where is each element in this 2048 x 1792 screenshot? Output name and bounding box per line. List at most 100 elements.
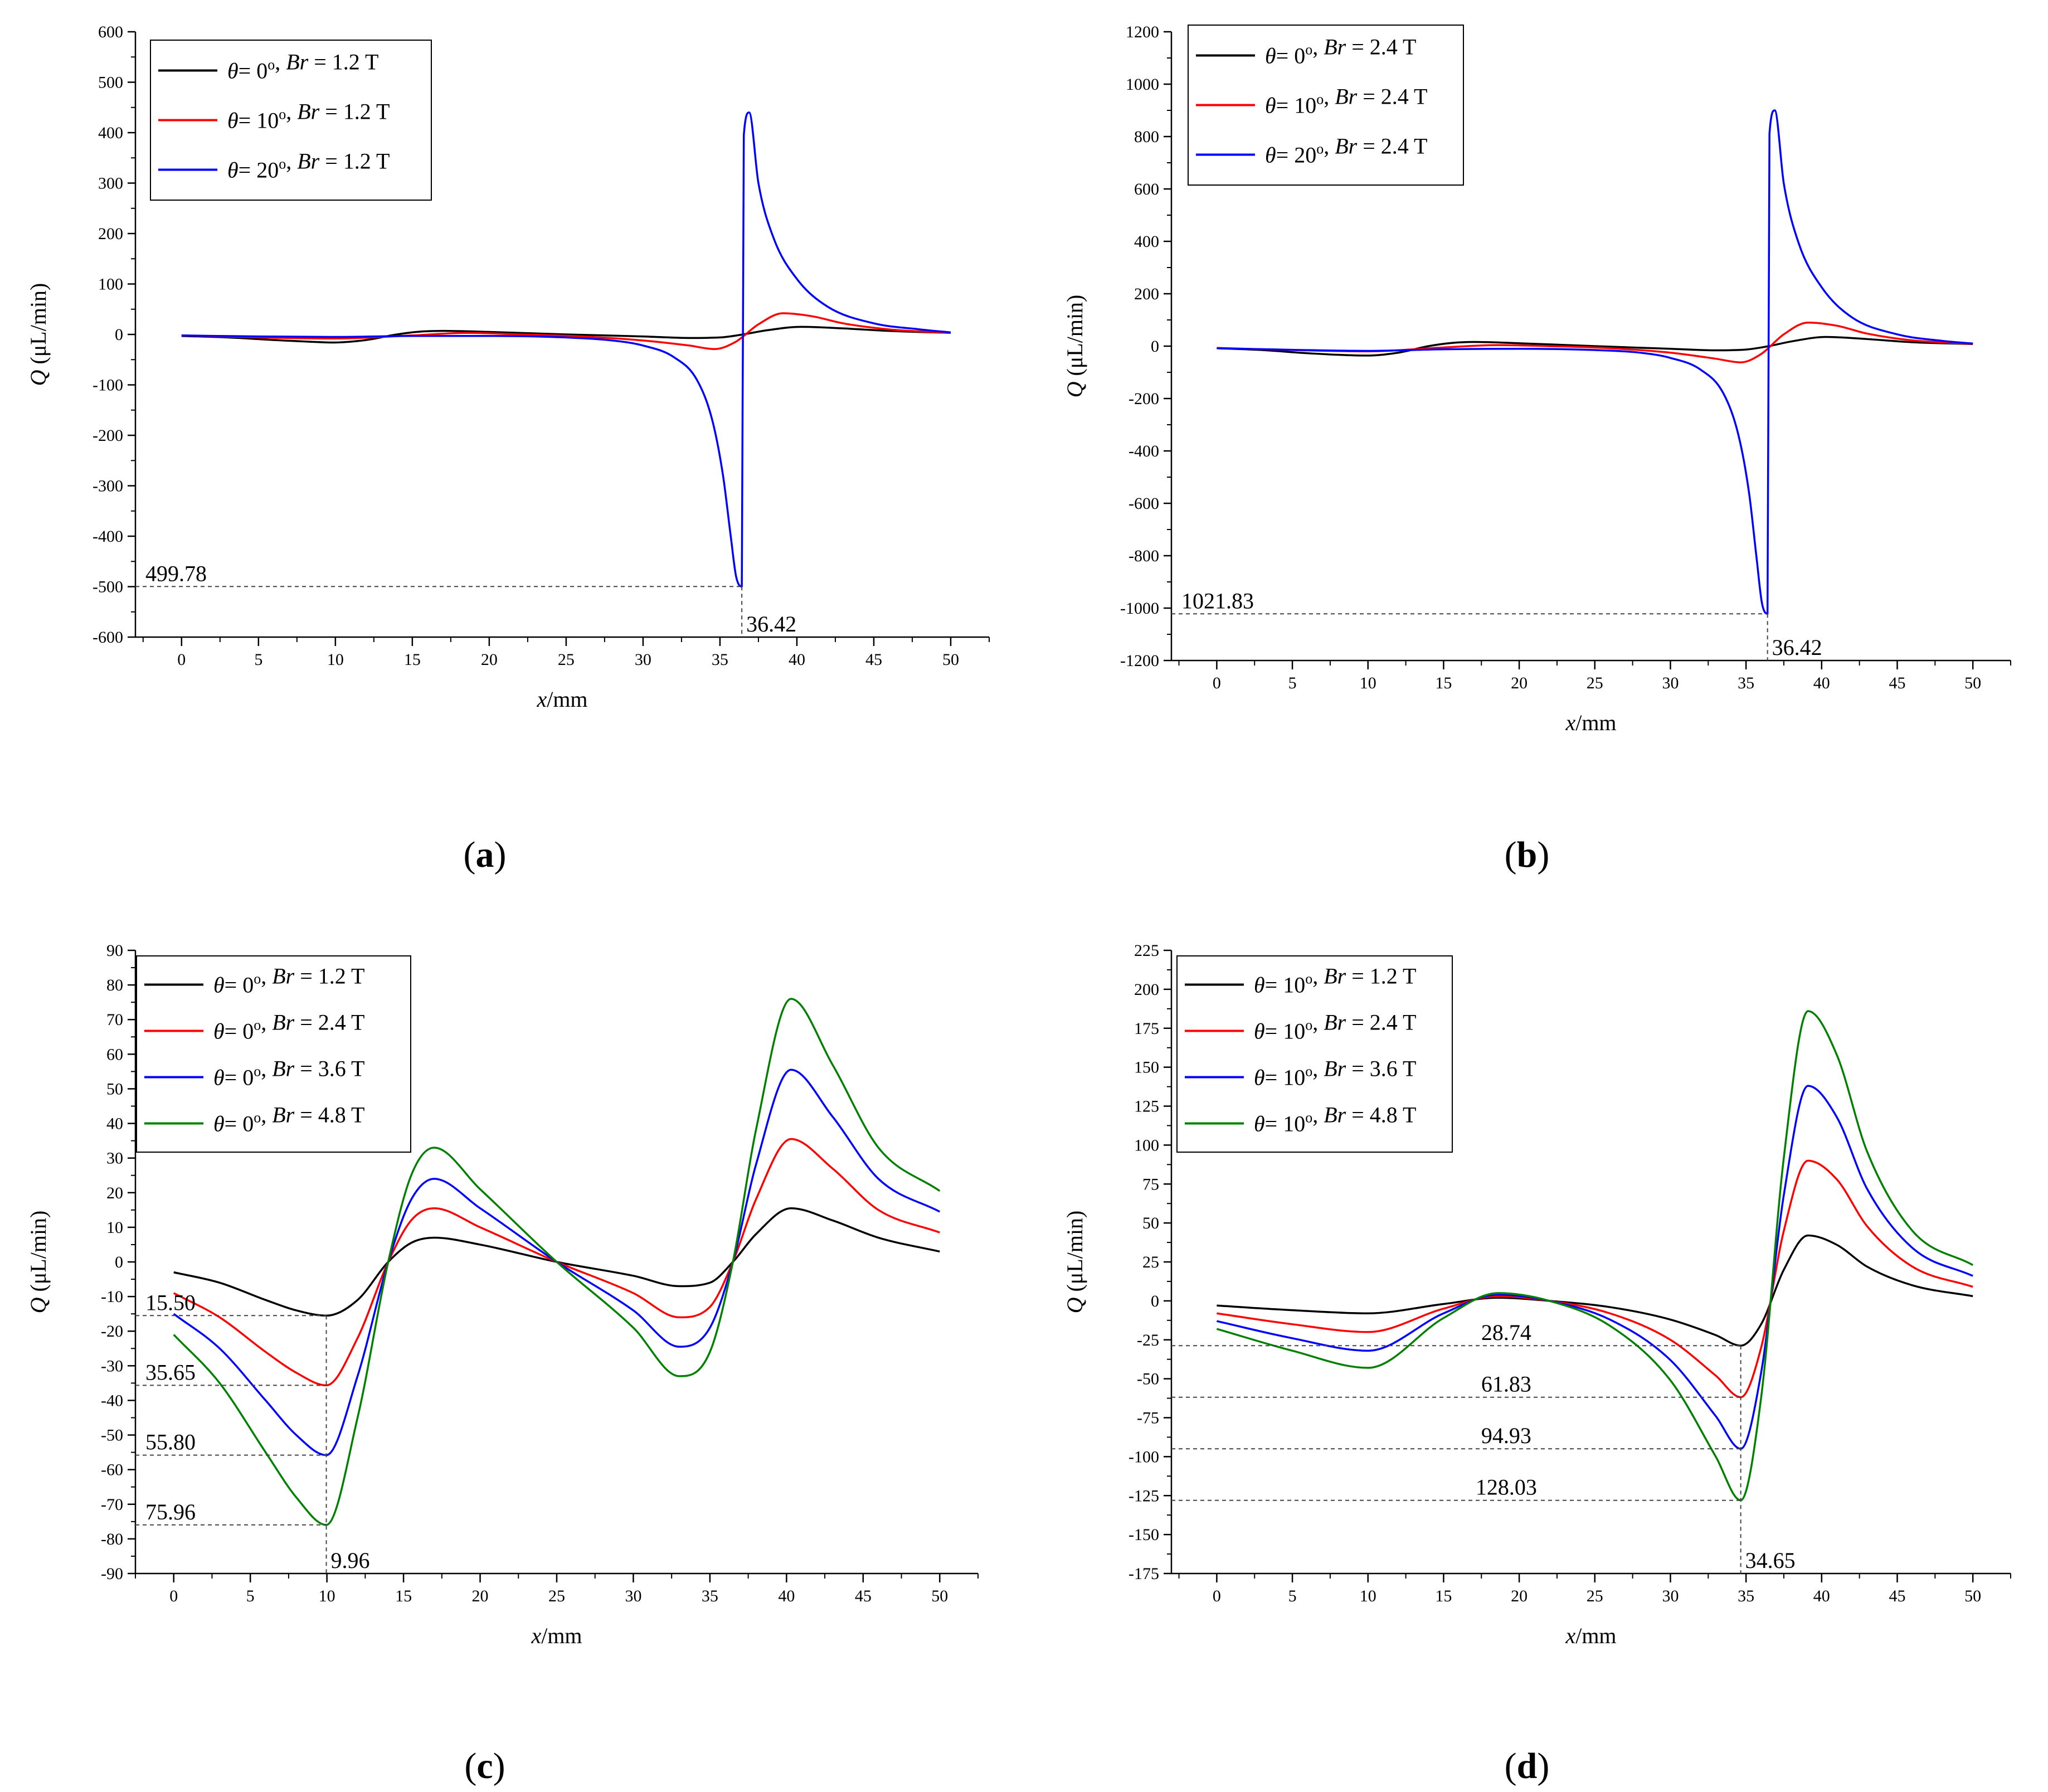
x-tick-label: 50 xyxy=(942,650,959,669)
x-axis-title: x/mm xyxy=(1565,1623,1616,1648)
y-tick-label: 500 xyxy=(98,74,123,92)
annotation-x-value: 36.42 xyxy=(1772,635,1822,660)
x-tick-label: 50 xyxy=(1964,1587,1981,1605)
y-tick-label: 10 xyxy=(106,1218,123,1237)
series-line-c-1 xyxy=(173,1207,940,1317)
series-line-c-2 xyxy=(173,1138,940,1387)
y-tick-label: 100 xyxy=(98,275,123,294)
y-tick-label: 600 xyxy=(1134,180,1159,198)
y-tick-label: 400 xyxy=(98,124,123,142)
y-tick-label: -150 xyxy=(1128,1526,1159,1544)
y-tick-label: -75 xyxy=(1137,1409,1159,1427)
annotation-value: 1021.83 xyxy=(1181,588,1254,613)
legend-label: θ= 0o, Br = 1.2 T xyxy=(213,964,365,998)
y-tick-label: -100 xyxy=(1128,1448,1159,1466)
x-tick-label: 50 xyxy=(931,1587,948,1605)
series-line-c-4 xyxy=(173,998,941,1526)
x-tick-label: 30 xyxy=(625,1587,641,1605)
y-tick-label: -50 xyxy=(101,1426,123,1445)
x-tick-label: 25 xyxy=(558,650,575,669)
y-tick-label: -200 xyxy=(1128,390,1159,408)
x-tick-label: 0 xyxy=(1213,674,1221,692)
y-axis-title: Q (μL/min) xyxy=(1062,1211,1087,1314)
y-tick-label: -500 xyxy=(93,578,123,596)
y-tick-label: -100 xyxy=(93,376,123,395)
panel-label: (c) xyxy=(464,1746,505,1786)
chart-panel-c: -90-80-70-60-50-40-30-20-100102030405060… xyxy=(26,941,979,1786)
x-tick-label: 5 xyxy=(254,650,262,669)
y-tick-label: 0 xyxy=(115,326,123,344)
x-axis-title: x/mm xyxy=(531,1623,582,1648)
x-tick-label: 0 xyxy=(177,650,186,669)
y-tick-label: -125 xyxy=(1128,1487,1159,1505)
y-tick-label: 1200 xyxy=(1126,23,1159,41)
y-tick-label: 60 xyxy=(106,1045,123,1063)
legend-label: θ= 10o, Br = 2.4 T xyxy=(1254,1010,1417,1044)
y-tick-label: 0 xyxy=(1151,1292,1159,1310)
y-tick-label: 90 xyxy=(106,941,123,960)
series-line-d-1 xyxy=(1217,1234,1973,1347)
x-tick-label: 25 xyxy=(1587,674,1603,692)
y-tick-label: -40 xyxy=(101,1391,123,1410)
x-tick-label: 20 xyxy=(1511,1587,1528,1605)
series-line-a-3 xyxy=(181,111,951,588)
chart-panel-d: -175-150-125-100-75-50-25025507510012515… xyxy=(1062,941,2011,1786)
legend-box xyxy=(136,955,411,1153)
y-tick-label: 30 xyxy=(106,1149,123,1168)
y-axis-title: Q (μL/min) xyxy=(26,283,51,386)
y-tick-label: 150 xyxy=(1134,1058,1159,1077)
y-tick-label: -80 xyxy=(101,1530,123,1548)
legend-label: θ= 20o, Br = 2.4 T xyxy=(1265,134,1428,168)
series-line-b-3 xyxy=(1217,109,1973,615)
x-tick-label: 15 xyxy=(404,650,421,669)
annotation-value: 61.83 xyxy=(1481,1372,1531,1397)
x-tick-label: 25 xyxy=(548,1587,565,1605)
y-tick-label: 200 xyxy=(1134,285,1159,303)
y-tick-label: 50 xyxy=(106,1080,123,1098)
y-tick-label: -175 xyxy=(1128,1565,1159,1583)
legend-label: θ= 0o, Br = 2.4 T xyxy=(1265,35,1417,69)
x-tick-label: 10 xyxy=(327,650,344,669)
x-tick-label: 15 xyxy=(1435,1587,1452,1605)
x-tick-label: 20 xyxy=(1511,674,1528,692)
y-tick-label: -25 xyxy=(1137,1331,1159,1349)
series-line-b-2 xyxy=(1217,321,1973,363)
series-line-c-3 xyxy=(173,1069,941,1456)
x-tick-label: 25 xyxy=(1587,1587,1603,1605)
y-tick-label: -1000 xyxy=(1120,599,1159,618)
annotation-value: 28.74 xyxy=(1481,1320,1531,1345)
x-tick-label: 5 xyxy=(1288,1587,1297,1605)
legend-c: θ= 0o, Br = 1.2 T θ= 0o, Br = 2.4 T θ= 0o,… xyxy=(136,955,411,1153)
y-tick-label: 20 xyxy=(106,1184,123,1202)
series-line-d-2 xyxy=(1217,1159,1973,1398)
y-tick-label: 400 xyxy=(1134,232,1159,251)
series-line-d-4 xyxy=(1216,1010,1974,1502)
y-tick-label: -600 xyxy=(1128,494,1159,513)
x-tick-label: 50 xyxy=(1964,674,1981,692)
x-tick-label: 45 xyxy=(855,1587,872,1605)
y-tick-label: 25 xyxy=(1142,1253,1159,1271)
annotation-value: 94.93 xyxy=(1481,1423,1531,1448)
y-tick-label: 50 xyxy=(1142,1214,1159,1232)
x-tick-label: 30 xyxy=(1662,1587,1679,1605)
y-tick-label: 600 xyxy=(98,23,123,41)
y-tick-label: -10 xyxy=(101,1288,123,1306)
legend-label: θ= 0o, Br = 3.6 T xyxy=(213,1056,365,1090)
y-tick-label: 125 xyxy=(1134,1097,1159,1116)
legend-box xyxy=(1176,955,1453,1153)
legend-b: θ= 0o, Br = 2.4 T θ= 10o, Br = 2.4 T θ= 20… xyxy=(1188,25,1464,186)
legend-label: θ= 0o, Br = 2.4 T xyxy=(213,1010,365,1044)
series-line-a-1 xyxy=(181,326,951,344)
panel-label: (d) xyxy=(1505,1746,1550,1786)
y-tick-label: 300 xyxy=(98,174,123,193)
legend-label: θ= 10o, Br = 3.6 T xyxy=(1254,1056,1417,1090)
y-tick-label: -70 xyxy=(101,1495,123,1514)
x-tick-label: 40 xyxy=(1813,1587,1830,1605)
x-tick-label: 20 xyxy=(481,650,498,669)
annotation-value: 128.03 xyxy=(1476,1475,1537,1500)
annotation-value: 75.96 xyxy=(145,1499,196,1524)
x-tick-label: 0 xyxy=(169,1587,178,1605)
x-tick-label: 0 xyxy=(1213,1587,1221,1605)
annotation-value: 35.65 xyxy=(145,1359,196,1385)
y-tick-label: 225 xyxy=(1134,941,1159,960)
